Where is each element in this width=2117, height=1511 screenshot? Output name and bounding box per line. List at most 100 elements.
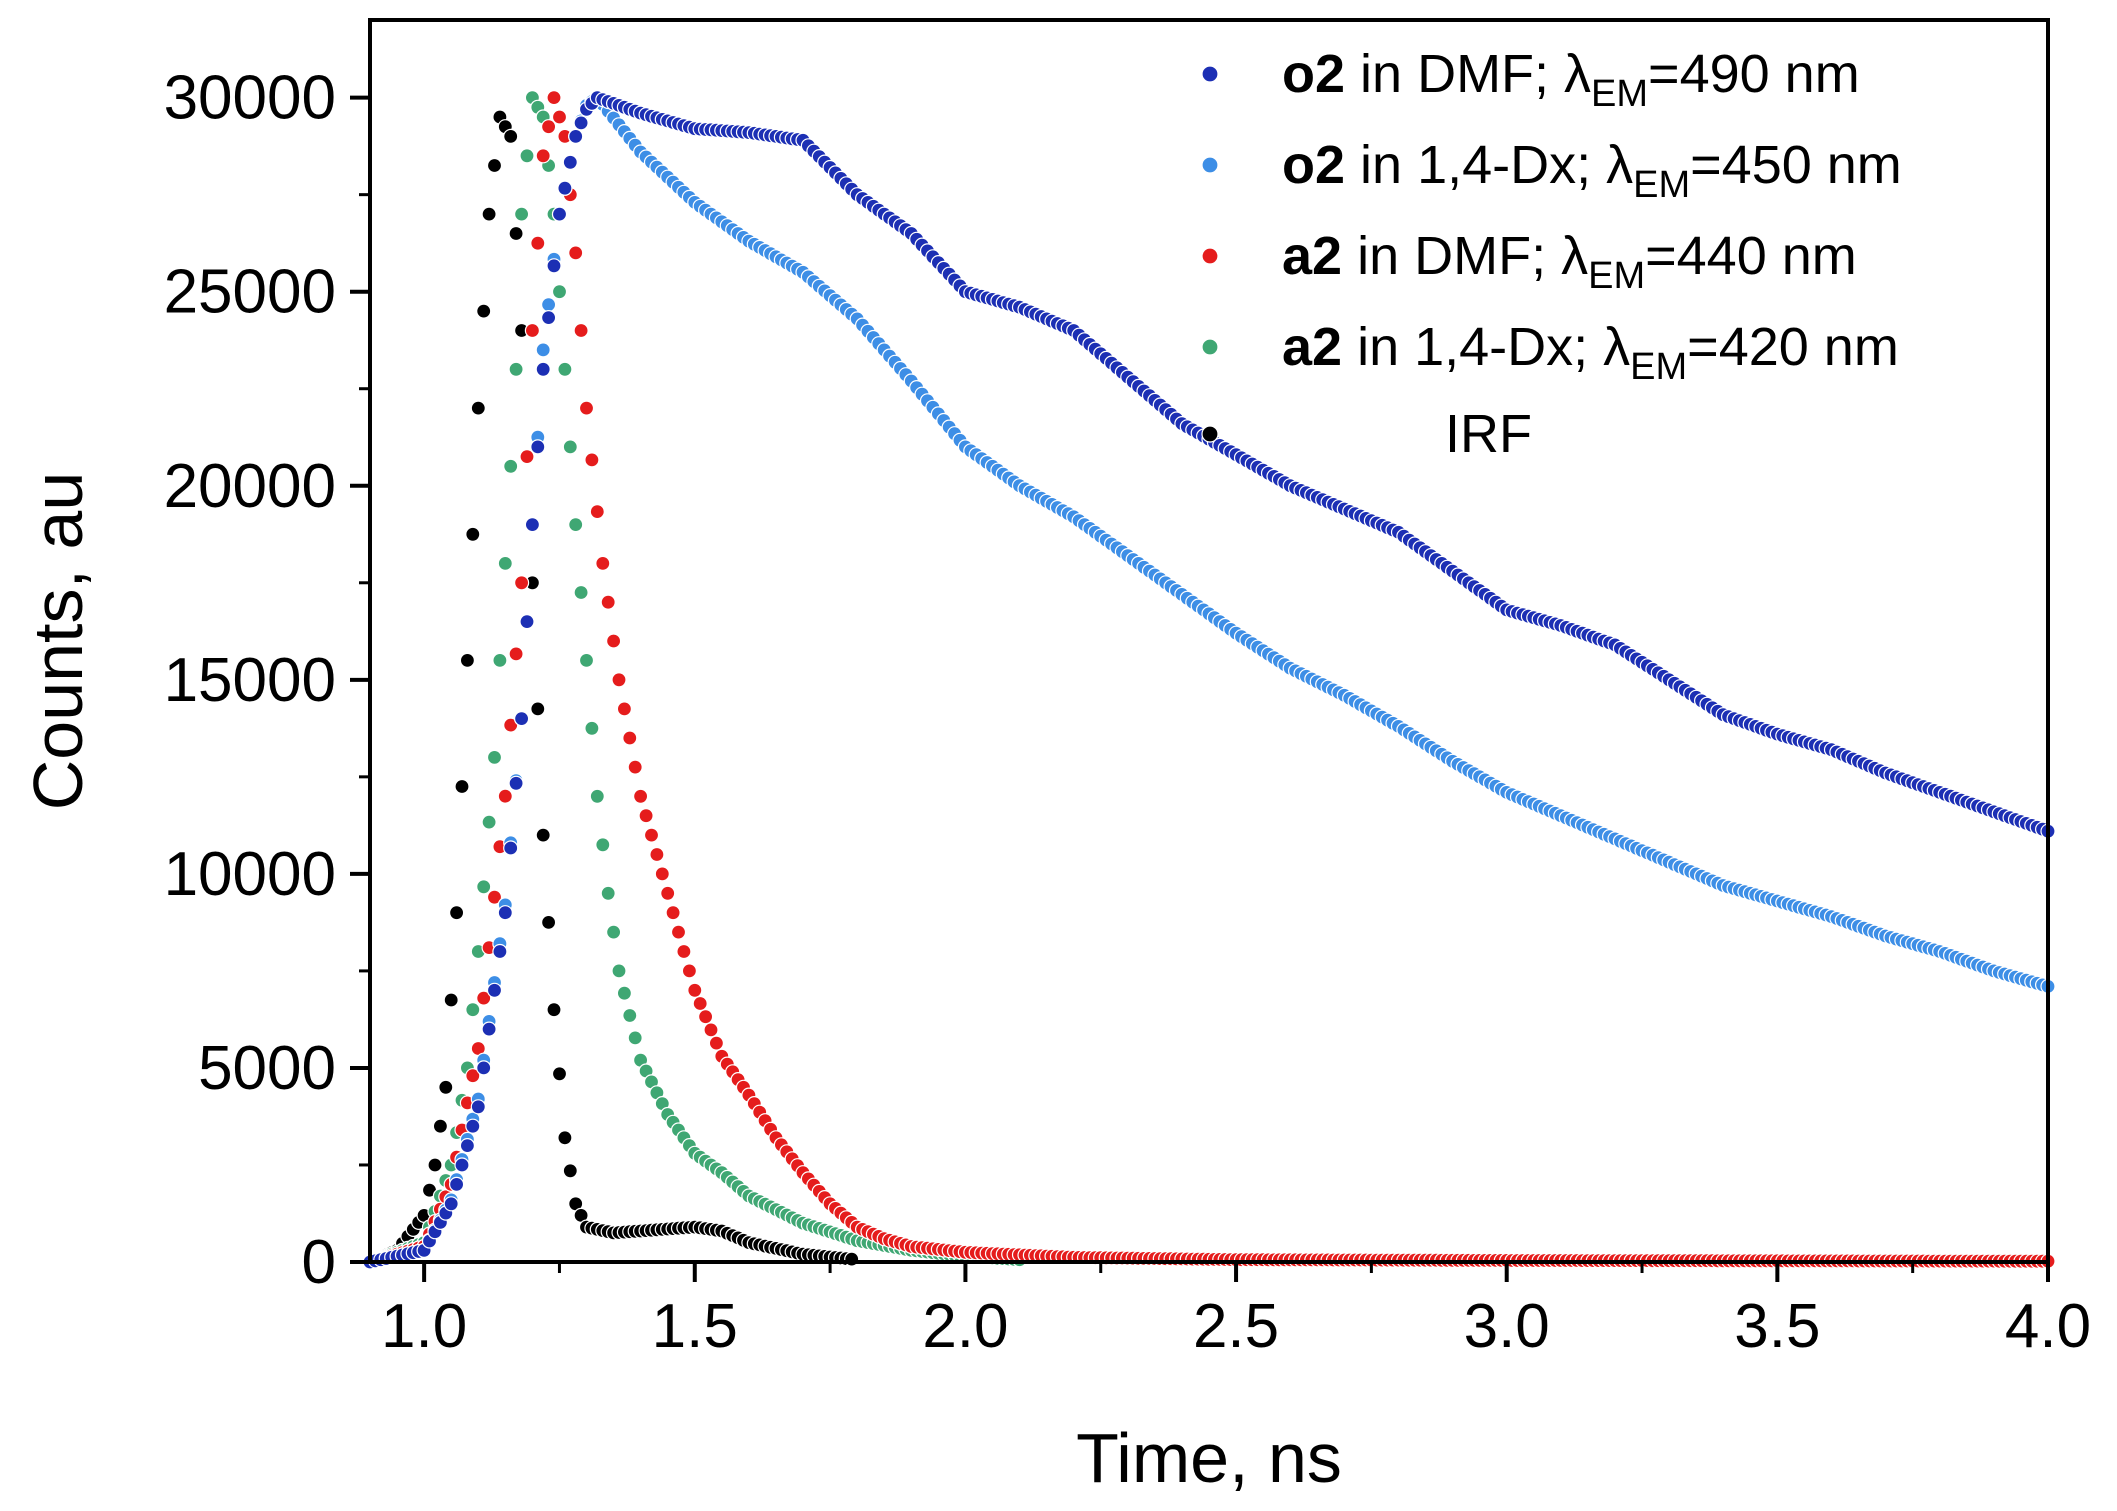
data-point — [465, 1118, 481, 1134]
data-point — [438, 1079, 454, 1095]
data-point — [605, 633, 622, 649]
data-point — [708, 1035, 725, 1051]
legend-wavelength: =490 nm — [1648, 44, 1860, 104]
legend-marker — [1201, 156, 1219, 174]
data-point — [513, 575, 530, 591]
data-point — [697, 1009, 714, 1025]
data-point — [470, 400, 486, 416]
data-point — [540, 310, 557, 326]
legend-entry: a2 in DMF; λEM=440 nm — [1282, 226, 1857, 297]
data-point — [573, 322, 589, 339]
data-point — [551, 109, 568, 125]
data-point — [535, 361, 551, 377]
data-point — [611, 963, 627, 979]
data-point — [638, 808, 654, 824]
legend-wavelength: =440 nm — [1645, 226, 1857, 286]
data-point — [530, 439, 546, 455]
data-point — [627, 759, 643, 775]
data-point — [443, 992, 459, 1008]
legend-compound: o2 — [1282, 44, 1345, 104]
legend-subscript: EM — [1588, 255, 1645, 297]
data-point — [508, 361, 524, 377]
data-point — [557, 180, 573, 196]
data-point — [670, 924, 687, 940]
data-point — [476, 879, 492, 895]
data-point — [568, 128, 584, 144]
y-tick-label: 0 — [302, 1228, 336, 1297]
data-point — [497, 788, 513, 804]
data-point — [513, 710, 530, 727]
data-point — [622, 730, 638, 746]
x-tick-label: 2.5 — [1193, 1292, 1279, 1361]
data-point — [562, 439, 578, 455]
y-axis-title: Counts, au — [19, 472, 97, 811]
legend-entry: IRF — [1445, 404, 1532, 464]
x-tick-label: 4.0 — [2005, 1292, 2091, 1361]
data-point — [535, 827, 551, 843]
data-point — [573, 584, 589, 601]
x-tick-label: 3.0 — [1464, 1292, 1550, 1361]
y-tick-label: 20000 — [164, 452, 336, 521]
y-tick-label: 10000 — [164, 840, 336, 909]
data-point — [595, 555, 611, 572]
data-point — [427, 1157, 443, 1173]
series-0-markers — [362, 89, 2056, 1270]
data-point — [519, 449, 535, 465]
data-point — [551, 1066, 568, 1082]
data-point — [600, 594, 616, 610]
data-point — [476, 303, 492, 319]
data-point — [600, 885, 616, 901]
data-point — [524, 322, 541, 339]
legend-wavelength: =420 nm — [1687, 317, 1899, 377]
data-point — [503, 458, 519, 474]
legend-marker — [1201, 338, 1219, 356]
legend-marker — [1201, 425, 1219, 443]
data-point — [486, 749, 503, 766]
data-point — [459, 652, 475, 669]
data-point — [449, 905, 465, 921]
data-point — [492, 652, 508, 669]
data-point — [687, 982, 703, 998]
data-point — [449, 1176, 465, 1193]
data-point — [632, 788, 649, 804]
data-point — [546, 1002, 562, 1018]
y-tick-label: 25000 — [164, 258, 336, 327]
legend-solvent: in 1,4-Dx; λ — [1342, 317, 1630, 377]
data-point — [551, 206, 568, 222]
x-tick-label: 1.0 — [381, 1292, 467, 1361]
data-point — [562, 1163, 578, 1179]
data-point — [546, 258, 562, 274]
data-point — [503, 128, 519, 144]
data-point — [432, 1118, 448, 1134]
legend-entry: o2 in DMF; λEM=490 nm — [1282, 44, 1860, 115]
data-point — [540, 297, 557, 313]
plot-frame — [368, 18, 2050, 1264]
data-point — [481, 1021, 497, 1037]
legend-wavelength: =450 nm — [1690, 135, 1902, 195]
data-point — [465, 526, 481, 542]
legend-compound: a2 — [1282, 317, 1342, 377]
legend-solvent: IRF — [1445, 404, 1532, 464]
data-point — [486, 157, 503, 174]
legend-entry: a2 in 1,4-Dx; λEM=420 nm — [1282, 317, 1899, 388]
data-point — [503, 840, 519, 856]
data-point — [627, 1030, 643, 1046]
data-point — [546, 89, 562, 106]
data-point — [497, 555, 513, 572]
y-tick-label: 30000 — [164, 64, 336, 133]
data-point — [530, 235, 546, 251]
x-tick-label: 1.5 — [652, 1292, 738, 1361]
data-point — [465, 1002, 481, 1018]
data-point — [584, 452, 600, 468]
data-point — [454, 778, 470, 795]
data-point — [513, 206, 530, 222]
series-1-markers — [362, 89, 2056, 1270]
legend-compound: o2 — [1282, 135, 1345, 195]
legend-subscript: EM — [1591, 73, 1648, 115]
data-point — [530, 701, 546, 717]
data-point — [578, 400, 595, 416]
data-point — [454, 1157, 470, 1173]
legend-entry: o2 in 1,4-Dx; λEM=450 nm — [1282, 135, 1902, 206]
data-point — [622, 1007, 638, 1024]
